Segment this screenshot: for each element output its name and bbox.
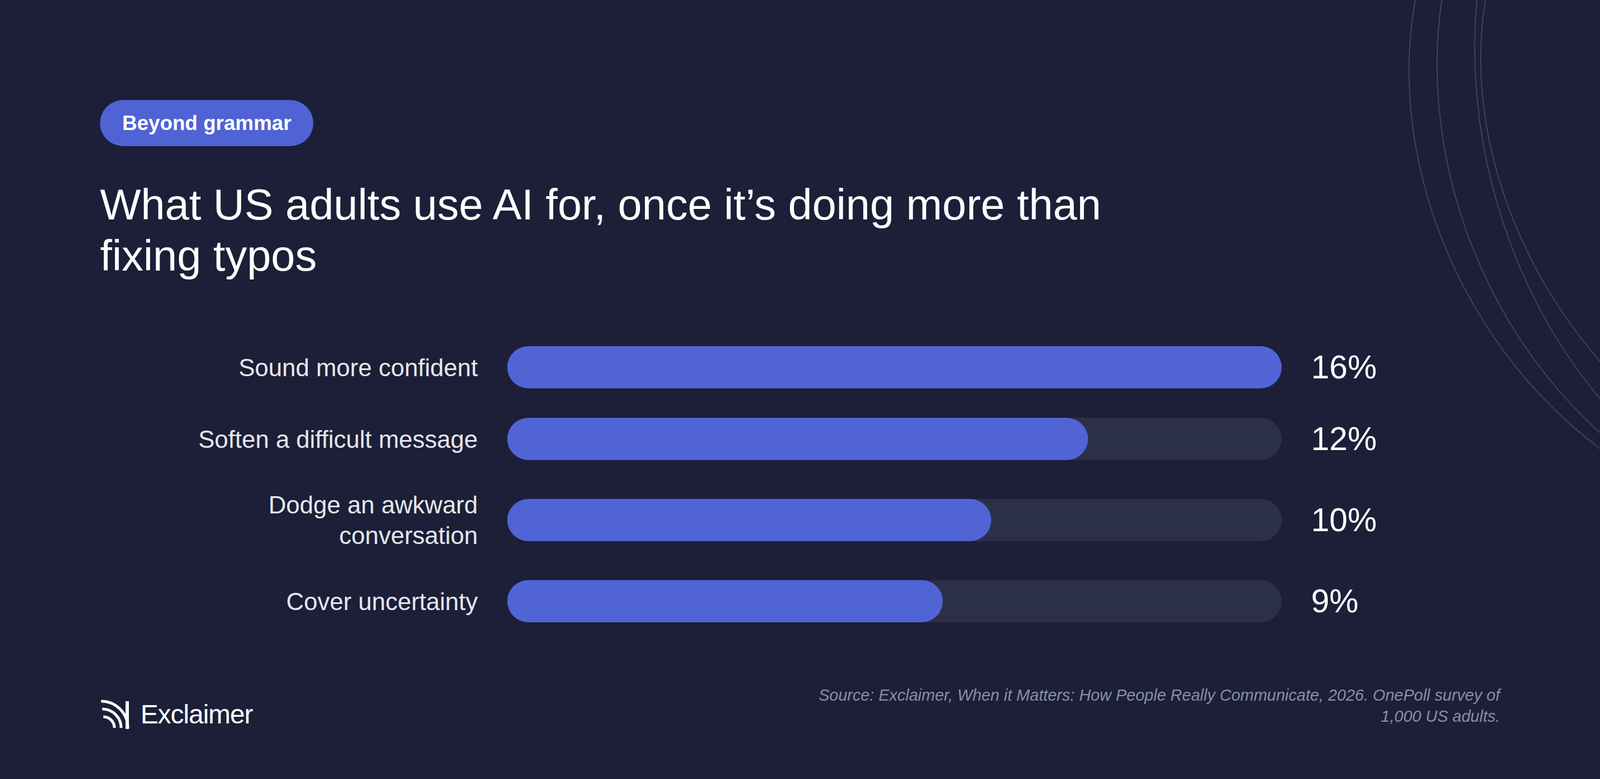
logo-arc <box>101 701 128 728</box>
category-label: Soften a difficult message <box>144 423 478 455</box>
decoration <box>1277 0 1600 644</box>
logo-arc <box>102 708 122 728</box>
data-label: 16% <box>1311 347 1377 387</box>
page: {"chart_data": {"type": "bar", "orientat… <box>0 0 1600 779</box>
bar-track <box>507 580 1282 623</box>
bar <box>507 346 1282 389</box>
data-label: 12% <box>1311 419 1377 459</box>
logo-arc <box>103 716 115 728</box>
bar-track <box>507 498 1282 542</box>
decor-arc <box>1277 0 1600 644</box>
bar <box>507 498 992 542</box>
data-label: 9% <box>1311 581 1359 621</box>
bar-track <box>507 417 1282 460</box>
logo-icon <box>101 701 129 729</box>
title: What US adults use AI for, once it’s doi… <box>100 178 1212 282</box>
logo-bar <box>125 701 129 729</box>
decor-arc <box>1345 0 1600 635</box>
bar <box>507 417 1089 460</box>
data-label: 10% <box>1311 500 1377 540</box>
decor-arc <box>1384 0 1600 600</box>
category-label: Dodge an awkward conversation <box>144 489 478 551</box>
brand: Exclaimer <box>140 698 253 730</box>
subtitle-pill: Beyond grammar <box>100 100 314 147</box>
bar <box>507 580 943 623</box>
bar-track <box>507 346 1282 389</box>
category-label: Sound more confident <box>144 352 478 383</box>
bars <box>507 346 1282 623</box>
tracks <box>507 346 1282 623</box>
source: Source: Exclaimer, When it Matters: How … <box>777 684 1500 727</box>
category-label: Cover uncertainty <box>144 586 478 617</box>
